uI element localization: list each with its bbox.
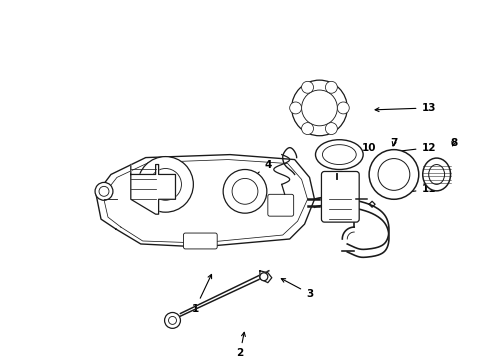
Circle shape bbox=[337, 102, 348, 114]
FancyBboxPatch shape bbox=[183, 233, 217, 249]
Ellipse shape bbox=[422, 158, 449, 191]
Circle shape bbox=[232, 179, 257, 204]
Text: 10: 10 bbox=[355, 143, 376, 160]
Circle shape bbox=[377, 158, 409, 190]
Circle shape bbox=[223, 170, 266, 213]
FancyBboxPatch shape bbox=[267, 194, 293, 216]
Circle shape bbox=[325, 81, 337, 93]
Circle shape bbox=[325, 123, 337, 135]
Circle shape bbox=[301, 90, 337, 126]
Ellipse shape bbox=[322, 145, 355, 165]
Circle shape bbox=[99, 186, 109, 196]
Text: 6: 6 bbox=[0, 359, 1, 360]
Polygon shape bbox=[96, 154, 314, 247]
Circle shape bbox=[301, 123, 313, 135]
Circle shape bbox=[138, 157, 193, 212]
Ellipse shape bbox=[428, 165, 444, 184]
FancyBboxPatch shape bbox=[321, 171, 359, 222]
Circle shape bbox=[95, 183, 113, 200]
Text: 4: 4 bbox=[247, 159, 271, 182]
Circle shape bbox=[149, 168, 181, 200]
Text: 12: 12 bbox=[390, 143, 435, 154]
Polygon shape bbox=[259, 271, 271, 283]
Circle shape bbox=[259, 273, 267, 281]
Text: 7: 7 bbox=[389, 138, 397, 148]
Text: 11: 11 bbox=[392, 184, 435, 195]
Text: 2: 2 bbox=[236, 332, 245, 358]
Circle shape bbox=[164, 312, 180, 328]
Text: 9: 9 bbox=[0, 359, 1, 360]
Circle shape bbox=[289, 102, 301, 114]
Ellipse shape bbox=[315, 140, 363, 170]
Circle shape bbox=[368, 150, 418, 199]
Circle shape bbox=[291, 80, 346, 136]
Text: 8: 8 bbox=[449, 138, 456, 148]
Text: 3: 3 bbox=[281, 279, 312, 298]
Text: 13: 13 bbox=[374, 103, 435, 113]
Circle shape bbox=[301, 81, 313, 93]
Polygon shape bbox=[131, 165, 175, 214]
Text: 1: 1 bbox=[191, 274, 211, 314]
Text: 5: 5 bbox=[168, 159, 178, 179]
Circle shape bbox=[168, 316, 176, 324]
